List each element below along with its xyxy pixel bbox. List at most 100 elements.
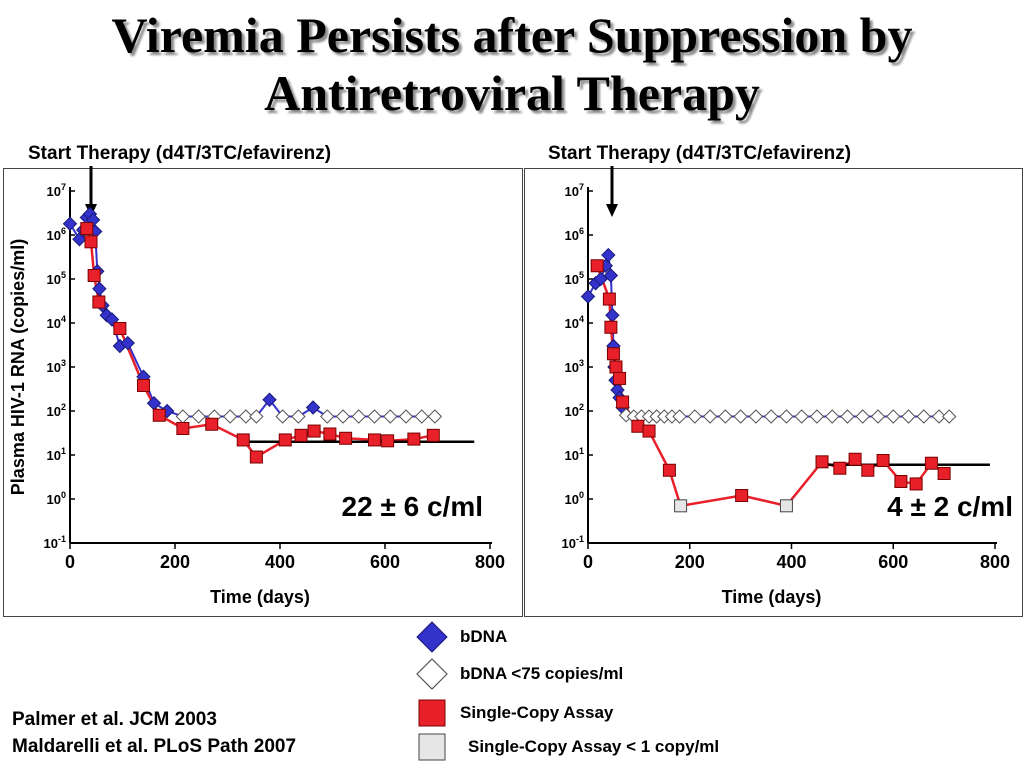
left-x-axis-label: Time (days)	[210, 587, 310, 607]
right-y-tick-label: 103	[565, 358, 584, 375]
left-sca-point	[381, 434, 395, 448]
right-y-tick-label: 100	[565, 490, 584, 507]
left-x-tick-label: 800	[475, 552, 505, 572]
references: Palmer et al. JCM 2003 Maldarelli et al.…	[12, 706, 296, 760]
left-x-tick-label: 400	[265, 552, 295, 572]
right-y-tick-label: 10-1	[562, 534, 584, 551]
left-sca-point	[249, 450, 263, 464]
legend-marker-sca	[418, 699, 446, 727]
left-bdna-below-point	[351, 409, 366, 424]
legend-marker-bdna	[416, 621, 448, 653]
therapy-label-right: Start Therapy (d4T/3TC/efavirenz)	[548, 143, 852, 164]
right-bdna-below-point	[779, 409, 794, 424]
left-median-annotation: 22 ± 6 c/ml	[342, 491, 483, 522]
right-sca-point	[616, 395, 630, 409]
left-bdna-below-point	[238, 409, 254, 424]
right-sca-point	[924, 456, 938, 470]
right-sca-point	[815, 455, 829, 469]
right-sca-point	[876, 453, 890, 467]
left-sca-point	[426, 428, 440, 442]
legend-label-bdna: bDNA	[460, 627, 508, 646]
right-bdna-below-point	[672, 409, 687, 424]
right-sca-point	[604, 320, 618, 334]
left-sca-point	[113, 321, 127, 335]
slide-title: Viremia Persists after Suppression by An…	[0, 6, 1024, 122]
left-bdna-below-point	[191, 409, 206, 424]
right-median-annotation: 4 ± 2 c/ml	[887, 491, 1013, 522]
right-sca-point	[590, 259, 604, 273]
right-y-tick-label: 107	[565, 182, 584, 199]
right-sca-point	[894, 474, 908, 488]
legend-marker-bdna-below	[416, 658, 448, 690]
left-bdna-below-point	[398, 409, 414, 424]
right-bdna-below-point	[718, 409, 733, 424]
right-bdna-below-point	[916, 409, 931, 424]
right-y-tick-label: 101	[565, 446, 584, 463]
right-x-tick-label: 400	[776, 552, 806, 572]
right-x-tick-label: 0	[583, 552, 593, 572]
left-bdna-point	[305, 400, 321, 415]
right-sca-point	[735, 489, 749, 503]
right-bdna-below-point	[702, 409, 718, 424]
right-x-axis-label: Time (days)	[722, 587, 822, 607]
right-bdna-line	[587, 254, 950, 418]
right-bdna-below-point	[733, 409, 748, 424]
right-bdna-below-point	[794, 409, 809, 424]
left-sca-line	[85, 228, 434, 459]
left-y-tick-label: 105	[47, 270, 66, 287]
reference-2: Maldarelli et al. PLoS Path 2007	[12, 736, 297, 757]
left-sca-point	[236, 433, 250, 447]
left-sca-point	[152, 408, 166, 422]
right-sca-point	[833, 461, 847, 475]
right-y-tick-label: 105	[565, 270, 584, 287]
left-sca-point	[87, 269, 101, 283]
right-sca-below-point	[674, 499, 688, 513]
left-bdna-below-point	[175, 409, 191, 424]
left-y-tick-label: 103	[47, 358, 66, 375]
left-sca-point	[176, 422, 190, 436]
left-bdna-below-point	[291, 409, 306, 424]
left-x-tick-label: 200	[160, 552, 190, 572]
left-y-tick-label: 107	[47, 182, 66, 199]
left-bdna-point	[62, 216, 78, 231]
left-sca-point	[307, 424, 321, 438]
right-bdna-below-point	[763, 409, 779, 424]
right-y-tick-label: 102	[565, 402, 584, 419]
left-bdna-point	[262, 392, 277, 407]
right-sca-point	[602, 292, 616, 306]
right-y-tick-label: 104	[565, 314, 584, 331]
left-bdna-below-point	[414, 409, 429, 424]
legend-label-bdna-below: bDNA <75 copies/ml	[460, 664, 624, 683]
title-line-2: Antiretroviral Therapy	[264, 65, 760, 121]
therapy-label-left: Start Therapy (d4T/3TC/efavirenz)	[28, 143, 332, 164]
right-bdna-point	[601, 247, 616, 263]
legend-label-sca: Single-Copy Assay	[460, 703, 614, 722]
left-sca-point	[339, 431, 353, 445]
right-therapy-arrow-head	[606, 204, 618, 217]
left-y-tick-label: 106	[47, 226, 66, 243]
reference-1: Palmer et al. JCM 2003	[12, 709, 217, 730]
right-bdna-below-point	[942, 409, 957, 424]
left-sca-point	[323, 427, 337, 441]
left-bdna-line	[69, 212, 435, 418]
left-sca-point	[137, 378, 150, 392]
left-sca-point	[294, 428, 308, 442]
left-x-tick-label: 600	[370, 552, 400, 572]
left-bdna-below-point	[427, 409, 443, 424]
left-y-tick-label: 101	[47, 446, 66, 463]
right-bdna-below-point	[855, 409, 870, 424]
left-bdna-below-point	[249, 409, 264, 424]
left-y-tick-label: 10-1	[44, 534, 66, 551]
right-x-tick-label: 600	[878, 552, 908, 572]
right-bdna-below-point	[687, 409, 703, 424]
left-y-tick-label: 100	[47, 490, 66, 507]
left-bdna-below-point	[335, 409, 351, 424]
left-sca-point	[80, 222, 94, 236]
left-bdna-point	[120, 335, 135, 351]
right-bdna-below-point	[886, 409, 901, 424]
left-y-tick-label: 104	[47, 314, 66, 331]
right-sca-point	[642, 424, 656, 438]
left-bdna-below-point	[320, 409, 335, 424]
legend-marker-sca-below	[418, 733, 446, 761]
left-sca-point	[205, 417, 219, 431]
